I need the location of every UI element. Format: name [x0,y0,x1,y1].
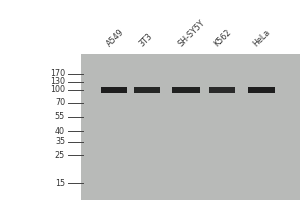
Text: 55: 55 [55,112,65,121]
Text: 170: 170 [50,69,65,78]
Bar [248,87,274,93]
Text: K562: K562 [213,27,233,48]
Text: A549: A549 [105,27,126,48]
Text: 130: 130 [50,77,65,86]
Text: 100: 100 [50,85,65,94]
Text: 70: 70 [55,98,65,107]
Text: SH-SY5Y: SH-SY5Y [177,18,207,48]
Text: 25: 25 [55,151,65,160]
Bar [0,0,300,54]
Text: 3T3: 3T3 [138,31,154,48]
Bar [81,54,300,200]
Bar [101,87,127,93]
Text: 35: 35 [55,137,65,146]
Text: 15: 15 [55,179,65,188]
Text: HeLa: HeLa [252,27,272,48]
Text: 40: 40 [55,127,65,136]
Bar [172,87,200,93]
Bar [134,87,160,93]
Bar [0,54,81,200]
Bar [209,87,235,93]
